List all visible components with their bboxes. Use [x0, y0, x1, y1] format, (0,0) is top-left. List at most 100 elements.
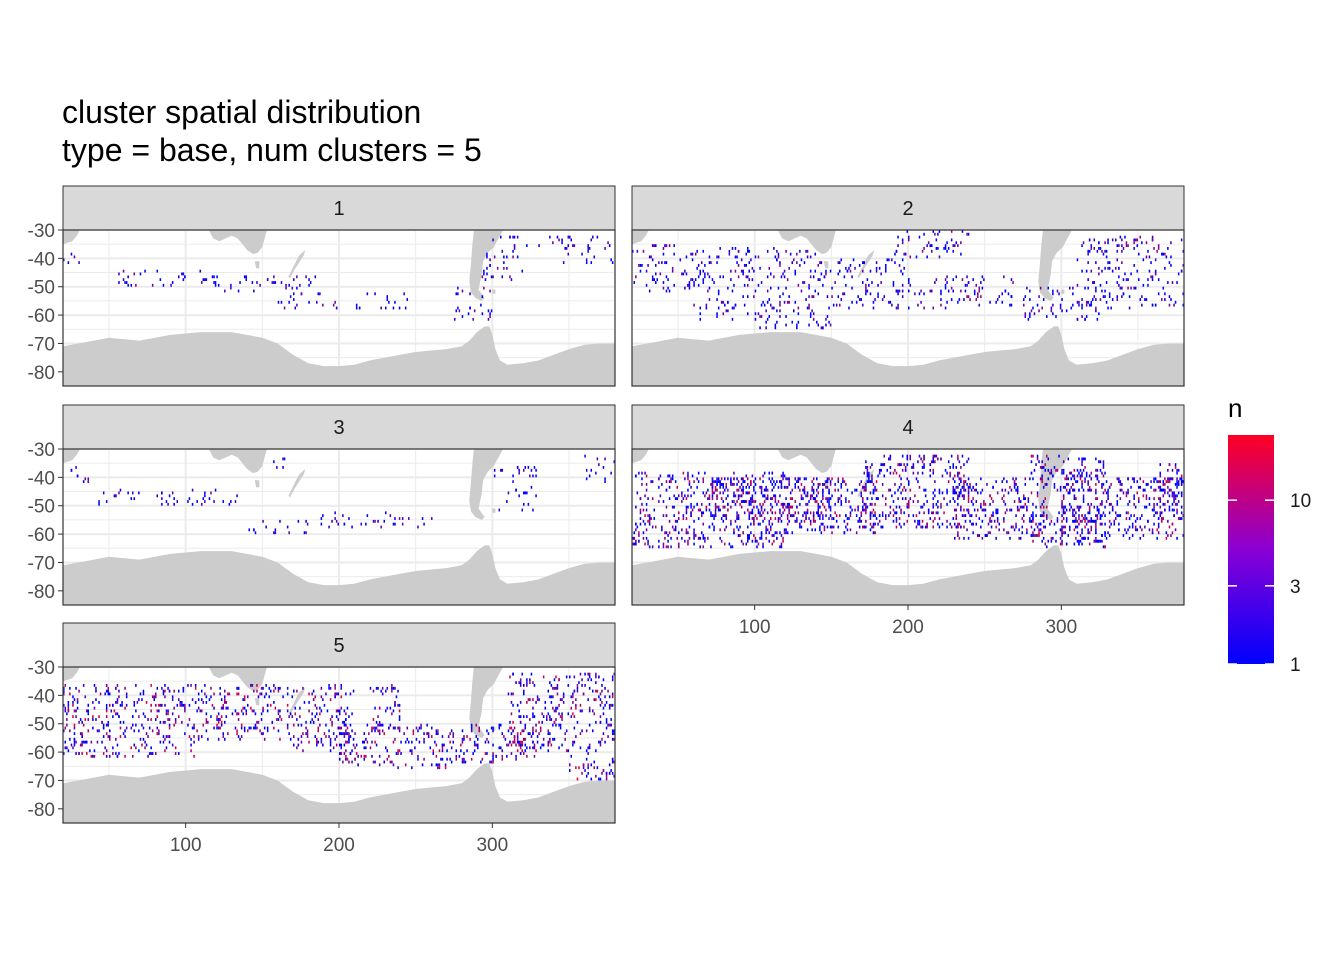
cell [704, 272, 706, 276]
cell [653, 278, 656, 282]
cell [1069, 525, 1071, 529]
cell [978, 289, 981, 293]
land-south-america [469, 667, 504, 738]
cell [1116, 502, 1119, 506]
cell [297, 737, 300, 741]
cell [567, 235, 570, 239]
cell [774, 517, 777, 520]
cell [204, 494, 206, 498]
cluster-cells [70, 454, 615, 535]
cell [1164, 298, 1166, 301]
cell [967, 485, 970, 489]
cell [895, 511, 898, 515]
cell [872, 300, 875, 304]
cell [260, 718, 263, 721]
cell [846, 488, 849, 492]
cell [601, 689, 603, 693]
cell [872, 491, 875, 495]
cell [780, 534, 783, 537]
cell [685, 511, 688, 515]
cell [73, 726, 76, 730]
cell [687, 505, 689, 509]
cell [782, 477, 784, 481]
cell [605, 774, 608, 778]
cell [809, 312, 812, 316]
cell [754, 477, 757, 481]
cell [486, 737, 488, 741]
cell [954, 480, 956, 484]
cell [707, 497, 709, 501]
land-south-america [1038, 230, 1073, 301]
cell [394, 703, 396, 707]
cell [707, 488, 709, 492]
cell [909, 283, 912, 287]
cell [745, 275, 748, 279]
cell [1076, 258, 1079, 262]
cell [762, 300, 764, 304]
cell [463, 760, 465, 764]
cell [980, 505, 982, 509]
cell [751, 278, 754, 282]
land-new-zealand [857, 249, 875, 279]
cell [747, 536, 749, 540]
cell [762, 545, 764, 549]
cell [556, 692, 559, 696]
cell [213, 726, 215, 730]
cell [1105, 480, 1108, 484]
cell [125, 703, 128, 707]
cell [874, 522, 876, 526]
cell [581, 684, 583, 687]
cell [685, 531, 688, 535]
cell [952, 485, 955, 489]
cell [64, 740, 67, 744]
cell [124, 281, 126, 284]
cell [63, 689, 65, 693]
cell [102, 735, 105, 738]
cell [931, 289, 933, 293]
cell [632, 249, 634, 253]
cell [760, 303, 763, 307]
cell [1026, 505, 1028, 509]
cell [969, 483, 971, 486]
cell [1174, 300, 1177, 304]
cell [404, 306, 407, 310]
cell [753, 500, 755, 503]
cell [567, 684, 570, 687]
cell [733, 483, 735, 486]
cell [1082, 488, 1085, 492]
cell [293, 743, 295, 747]
cell [1133, 477, 1135, 481]
cell [865, 485, 867, 489]
cell [527, 502, 530, 506]
cell [530, 485, 533, 489]
cell [716, 483, 718, 486]
cell [171, 491, 174, 495]
cell [599, 743, 602, 747]
cell [912, 514, 915, 518]
cell [1016, 485, 1019, 489]
cell [1088, 303, 1091, 307]
cell [957, 525, 959, 529]
cell [1164, 491, 1166, 495]
cell [340, 743, 343, 747]
cell [940, 289, 942, 293]
cell [561, 712, 563, 716]
cell [682, 272, 685, 276]
cell [213, 692, 215, 696]
cell [1111, 269, 1114, 273]
cell [93, 684, 96, 687]
cell [1180, 517, 1183, 520]
cell [1090, 525, 1093, 529]
cell [673, 528, 675, 532]
cell [116, 743, 119, 747]
cell [743, 500, 746, 503]
cell [63, 692, 65, 696]
cell [754, 289, 757, 293]
cell [740, 258, 743, 262]
cell [567, 252, 570, 256]
cell [89, 749, 91, 753]
cell [842, 292, 844, 296]
cell [265, 692, 267, 696]
cell [892, 281, 895, 284]
cell [1096, 249, 1099, 253]
